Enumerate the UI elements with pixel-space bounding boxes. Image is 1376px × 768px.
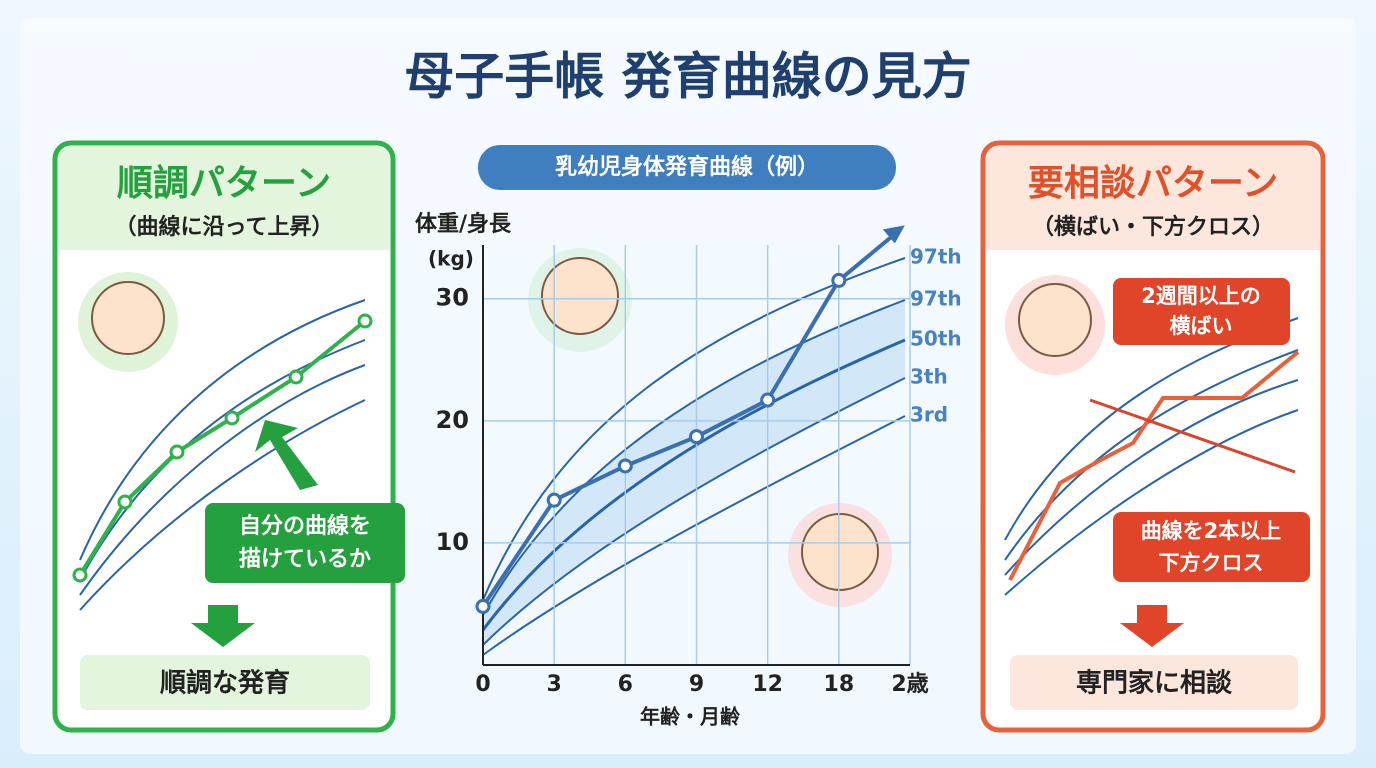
right-callout-bottom [1113,512,1310,582]
percentile-band [483,300,905,645]
data-line [481,279,841,608]
curve-label: 50th [910,327,962,351]
cross-line [1089,398,1296,474]
arrow-head [882,225,905,244]
y-tick-label: 20 [436,406,469,434]
data-point [689,429,704,445]
left-line [78,319,367,577]
right-heading: 要相談パターン [1028,163,1278,204]
y-label: 体重/身長 [415,211,512,237]
x-label: 年齢・月齢 [640,705,741,729]
right-result-text: 専門家に相談 [1076,668,1233,699]
y-label: (kg) [428,247,474,271]
baby-face [1018,283,1092,357]
curve-label: 97th [910,245,962,269]
left-callout-line: 描けているか [239,547,371,572]
left-callout [205,503,405,583]
data-point [546,492,562,508]
baby-face [801,513,879,591]
data-point [475,598,491,614]
x-tick-label: 6 [618,672,633,697]
data-point [617,458,633,474]
left-curves [79,299,366,611]
data-point [760,392,776,408]
baby-face [541,257,619,335]
x-tick-label: 0 [475,672,490,697]
data-point [831,272,847,288]
down-arrow [191,605,255,647]
callout-line: 2週間以上の [1141,284,1261,308]
left-heading: 順調パターン [117,163,331,204]
x-tick-label: 12 [752,672,783,697]
curve-label: 3th [910,365,948,389]
right-callout-top [1113,278,1290,345]
left-points [72,313,373,583]
percentile-curves [481,257,906,656]
callout-line: 曲線を2本以上 [1141,519,1282,543]
chart: 10 20 30 0 3 6 9 12 18 2歳 97th 97th 50th 3th 3rd [436,225,962,697]
x-tick-label: 18 [824,672,855,697]
left-subheading: （曲線に沿って上昇） [115,214,334,240]
y-tick-label: 10 [436,528,469,556]
callout-line: 横ばい [1170,314,1233,338]
x-tick-label: 9 [689,672,704,697]
left-header [58,146,390,250]
down-arrow [1120,605,1184,647]
curve-label: 97th [910,287,962,311]
left-result-text: 順調な発育 [160,668,290,699]
x-tick-label: 2歳 [891,672,928,697]
chart-title-pill [478,145,896,190]
right-subheading: （横ばい・下方クロス） [1032,214,1274,240]
curve-label: 3rd [910,403,948,427]
left-result [80,655,370,710]
chart-title: 乳幼児身体発育曲線（例） [555,154,819,180]
right-header [986,146,1320,250]
callout-line: 下方クロス [1159,551,1264,575]
right-result [1010,655,1298,710]
x-tick-label: 3 [547,672,562,697]
y-tick-label: 30 [436,284,469,312]
page-title: 母子手帳 発育曲線の見方 [404,48,971,106]
trend-arrow [837,230,899,282]
left-arrow [255,420,318,490]
left-callout-line: 自分の曲線を [239,513,371,539]
baby-face [91,281,165,355]
